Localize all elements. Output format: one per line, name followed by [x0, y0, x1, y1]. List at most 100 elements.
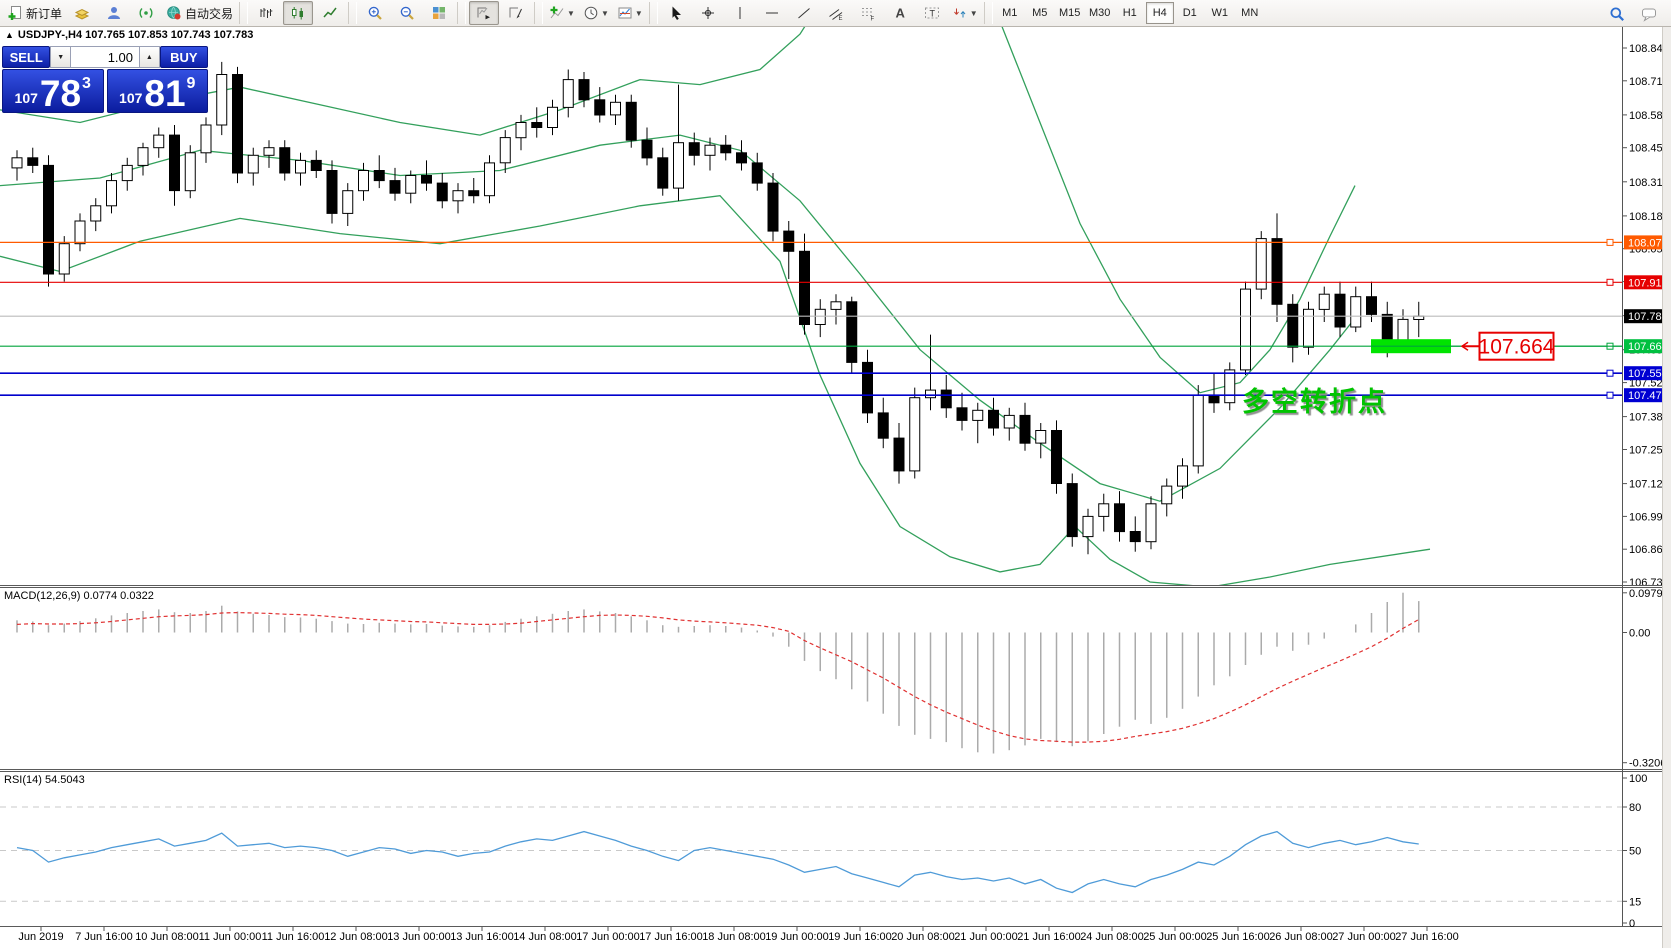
- svg-text:11 Jun 16:00: 11 Jun 16:00: [262, 931, 325, 943]
- zoom-in-button[interactable]: [360, 1, 390, 25]
- candlestick-button[interactable]: [283, 1, 314, 25]
- chart-quote-line: ▲ USDJPY-,H4 107.765 107.853 107.743 107.…: [5, 29, 253, 41]
- svg-text:27 Jun 16:00: 27 Jun 16:00: [1395, 931, 1459, 943]
- time-axis[interactable]: Jun 2019 7 Jun 16:00 10 Jun 08:00 11 Jun 00…: [18, 926, 1459, 944]
- svg-text:0.0979: 0.0979: [1629, 588, 1663, 600]
- vline-icon: [739, 7, 741, 19]
- zoom-in-icon: [368, 6, 382, 20]
- toolbar-separator: [648, 2, 658, 24]
- svg-text:108.315: 108.315: [1629, 177, 1669, 189]
- chevron-down-icon: ▼: [600, 8, 609, 18]
- chat-button[interactable]: [1634, 2, 1664, 26]
- svg-text:-0.3206: -0.3206: [1629, 758, 1666, 770]
- svg-text:17 Jun 16:00: 17 Jun 16:00: [639, 931, 703, 943]
- svg-text:107.385: 107.385: [1629, 412, 1669, 424]
- svg-text:107.120: 107.120: [1629, 479, 1669, 491]
- timeframe-w1-button[interactable]: W1: [1211, 7, 1228, 19]
- tile-windows-button[interactable]: [424, 1, 454, 25]
- indicators-button[interactable]: ▼: [546, 1, 578, 25]
- svg-text:15: 15: [1629, 896, 1641, 908]
- hline-handle[interactable]: [1606, 369, 1614, 377]
- buy-price-big: 81: [144, 72, 186, 114]
- timeframe-h4-button[interactable]: H4: [1145, 2, 1174, 24]
- sell-price-button[interactable]: 107 78 3: [2, 69, 104, 113]
- signal-icon: [139, 8, 153, 18]
- vertical-line-button[interactable]: [725, 1, 755, 25]
- arrows-icon: [953, 8, 966, 18]
- svg-text:25 Jun 16:00: 25 Jun 16:00: [1206, 931, 1270, 943]
- search-button[interactable]: [1602, 2, 1632, 26]
- zoom-out-button[interactable]: [392, 1, 422, 25]
- chart-background: [0, 27, 1671, 948]
- macd-signal-line: [16, 611, 1420, 743]
- timeframe-m1-button[interactable]: M1: [1002, 7, 1018, 19]
- chart-shift-button[interactable]: [501, 1, 531, 25]
- volume-input[interactable]: [71, 46, 139, 68]
- crosshair-button[interactable]: [693, 1, 723, 25]
- autotrade-button[interactable]: 自动交易: [163, 1, 236, 25]
- bar-chart-button[interactable]: [251, 1, 281, 25]
- chart-profile-button[interactable]: [67, 1, 97, 25]
- template-icon: [618, 7, 632, 19]
- buy-price-button[interactable]: 107 81 9: [106, 69, 208, 114]
- periods-button[interactable]: ▼: [580, 1, 612, 25]
- toolbar-separator: [983, 2, 993, 24]
- svg-text:107.255: 107.255: [1629, 445, 1669, 457]
- svg-text:0: 0: [1629, 918, 1635, 930]
- hline-handle[interactable]: [1606, 278, 1614, 286]
- rsi-pane-label: RSI(14) 54.5043: [4, 774, 85, 786]
- arrows-button[interactable]: ▼: [949, 1, 981, 25]
- svg-text:21 Jun 16:00: 21 Jun 16:00: [1017, 931, 1081, 943]
- volume-increment-button[interactable]: ▲: [139, 46, 160, 68]
- market-watch-button[interactable]: [99, 1, 129, 25]
- candles-layer: [11, 61, 1425, 555]
- sell-price-big: 78: [39, 72, 82, 114]
- timeframe-d1-button[interactable]: D1: [1182, 7, 1197, 19]
- horizontal-line-button[interactable]: [757, 1, 787, 25]
- timeframe-m30-button[interactable]: M30: [1089, 7, 1111, 19]
- line-chart-button[interactable]: [315, 1, 345, 25]
- hline-handle[interactable]: [1606, 391, 1614, 399]
- signals-button[interactable]: [131, 1, 161, 25]
- channel-button[interactable]: E: [821, 1, 851, 25]
- templates-button[interactable]: ▼: [614, 1, 646, 25]
- label-t-icon: T: [924, 7, 939, 19]
- new-order-button[interactable]: 新订单: [4, 1, 65, 25]
- svg-text:7 Jun 16:00: 7 Jun 16:00: [75, 931, 133, 943]
- svg-text:T: T: [929, 9, 935, 19]
- svg-text:108.075: 108.075: [1628, 237, 1668, 249]
- trendline-icon: [797, 8, 810, 19]
- buy-button[interactable]: BUY: [159, 46, 208, 68]
- timeframe-h1-button[interactable]: H1: [1122, 7, 1137, 19]
- price-marker-107.917: 107.917: [1624, 275, 1671, 290]
- autoscroll-icon: [477, 7, 491, 20]
- hline-handle[interactable]: [1606, 238, 1614, 246]
- svg-text:21 Jun 00:00: 21 Jun 00:00: [954, 931, 1018, 943]
- sell-button[interactable]: SELL: [2, 46, 51, 68]
- zoom-out-icon: [400, 6, 414, 20]
- timeframe-mn-button[interactable]: MN: [1241, 7, 1259, 19]
- trendline-button[interactable]: [789, 1, 819, 25]
- svg-text:11 Jun 00:00: 11 Jun 00:00: [199, 931, 262, 943]
- svg-text:13 Jun 16:00: 13 Jun 16:00: [450, 931, 514, 943]
- timeframe-m15-button[interactable]: M15: [1059, 7, 1081, 19]
- svg-text:108.450: 108.450: [1629, 143, 1669, 155]
- svg-text:108.845: 108.845: [1629, 43, 1669, 55]
- svg-text:108.180: 108.180: [1629, 211, 1669, 223]
- timeframe-m5-button[interactable]: M5: [1032, 7, 1048, 19]
- svg-text:18 Jun 08:00: 18 Jun 08:00: [702, 931, 766, 943]
- tile-icon: [433, 7, 446, 19]
- turning-point-annotation[interactable]: 多空转折点: [1242, 387, 1387, 417]
- label-button[interactable]: T: [917, 1, 947, 25]
- text-button[interactable]: A: [885, 1, 915, 25]
- volume-decrement-button[interactable]: ▼: [50, 46, 71, 68]
- new-order-icon: [8, 6, 21, 20]
- fibonacci-button[interactable]: F: [853, 1, 883, 25]
- svg-text:108.715: 108.715: [1629, 76, 1669, 88]
- chevron-down-icon: ▼: [634, 8, 643, 18]
- cursor-button[interactable]: [661, 1, 691, 25]
- price-callout[interactable]: 107.664: [1460, 331, 1555, 361]
- auto-scroll-button[interactable]: [469, 1, 500, 25]
- band-lower-line: [0, 195, 1431, 585]
